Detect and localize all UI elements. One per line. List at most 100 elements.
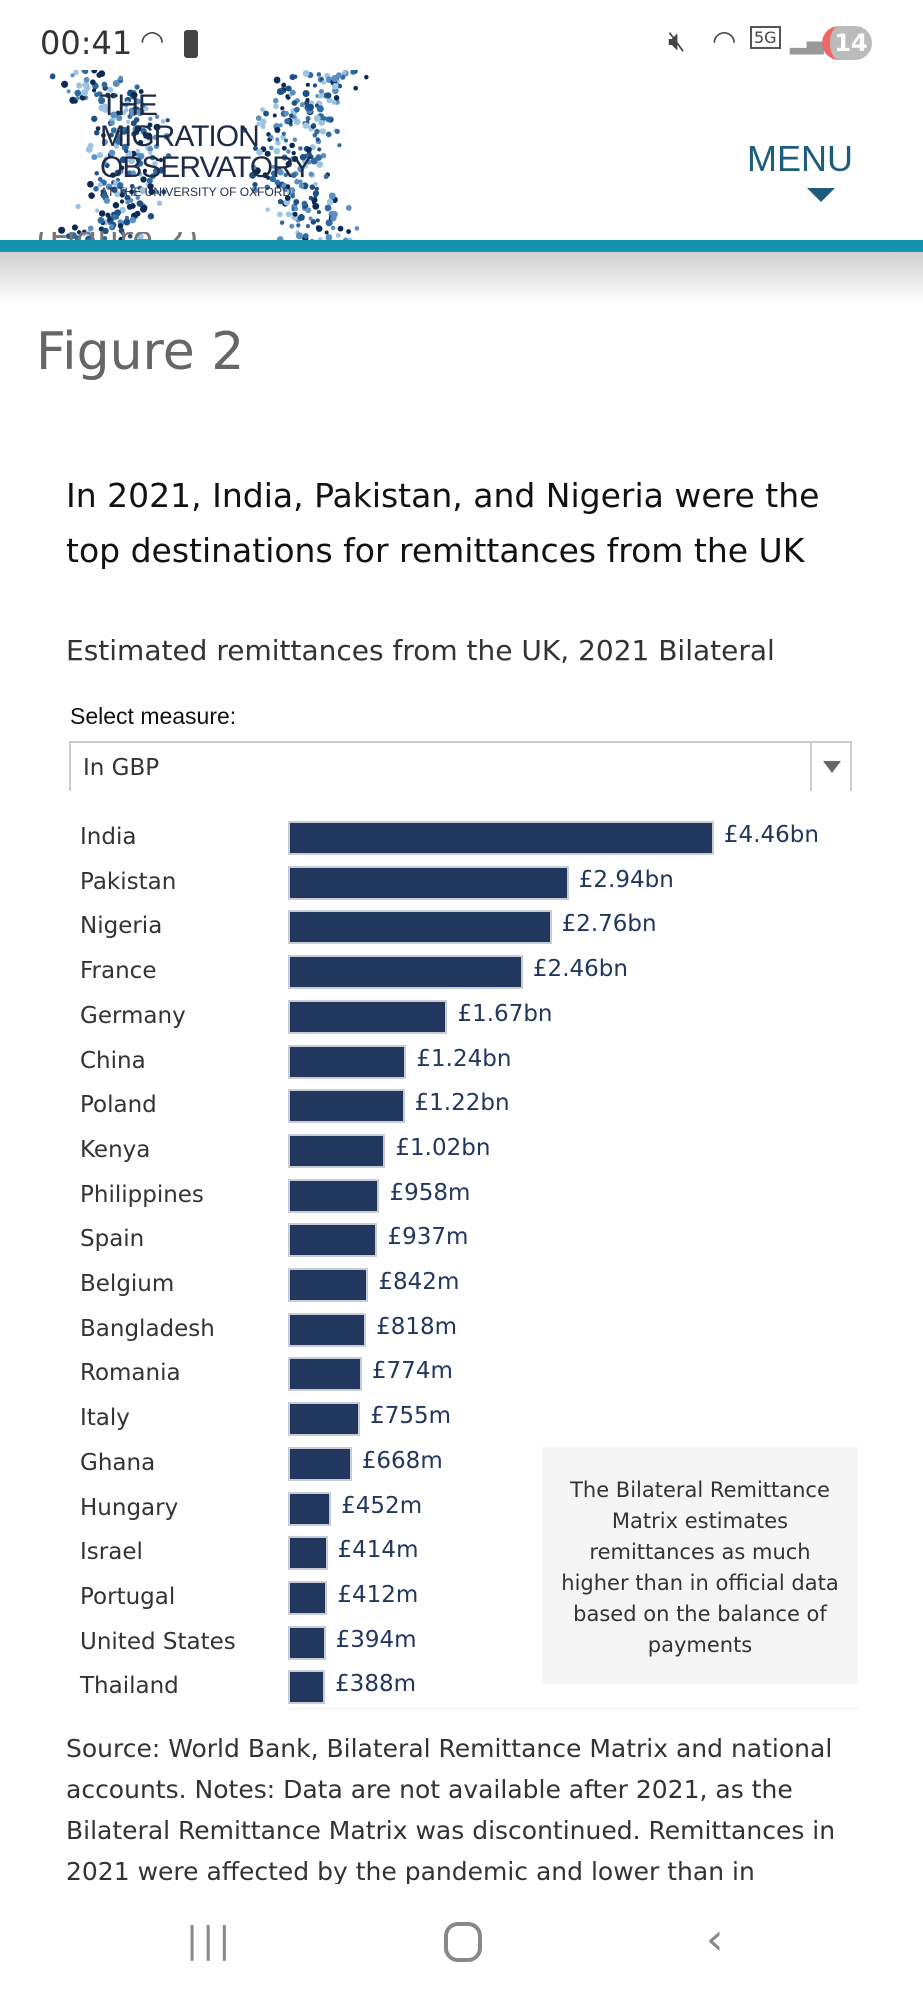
- logo-dot: [82, 229, 87, 235]
- logo-dot: [272, 97, 279, 104]
- bar[interactable]: [288, 1491, 332, 1526]
- logo-dot: [105, 212, 111, 218]
- logo-dot: [271, 164, 276, 169]
- logo-dot: [281, 154, 288, 161]
- chart-row[interactable]: Kenya £1.02bn: [0, 1129, 923, 1173]
- logo-dot: [114, 209, 122, 217]
- logo-dot: [148, 150, 153, 156]
- chart-row[interactable]: Spain £937m: [0, 1218, 923, 1262]
- category-label: Thailand: [80, 1673, 179, 1700]
- logo-dot: [114, 214, 120, 220]
- recent-apps-button[interactable]: |||: [186, 1920, 235, 1961]
- logo-dot: [102, 103, 108, 109]
- logo-dot: [97, 182, 103, 188]
- logo-dot: [315, 225, 323, 232]
- logo-line: AT THE UNIVERSITY OF OXFORD: [100, 185, 292, 199]
- category-label: Israel: [80, 1539, 143, 1566]
- bar[interactable]: [288, 1357, 362, 1392]
- bar[interactable]: [288, 821, 714, 855]
- logo-dot: [103, 197, 111, 204]
- logo-dot: [294, 206, 299, 211]
- bar[interactable]: [288, 1268, 369, 1302]
- bar[interactable]: [288, 910, 552, 945]
- bar[interactable]: [288, 1670, 326, 1705]
- bar[interactable]: [288, 955, 523, 990]
- logo-dot: [119, 199, 125, 204]
- logo-dot: [125, 100, 130, 105]
- chart-row[interactable]: Ghana £668m: [0, 1442, 923, 1486]
- logo-dot: [130, 170, 136, 176]
- home-button[interactable]: [444, 1922, 482, 1962]
- logo-dot: [95, 208, 100, 213]
- logo-dot: [83, 76, 90, 83]
- logo-dot: [319, 128, 327, 135]
- bar[interactable]: [288, 1044, 407, 1079]
- bar[interactable]: [288, 999, 448, 1034]
- logo-dot: [136, 200, 144, 207]
- bar[interactable]: [288, 1402, 361, 1437]
- bar[interactable]: [288, 1133, 386, 1168]
- bar[interactable]: [288, 865, 569, 900]
- logo-dot: [134, 84, 140, 90]
- chart-row[interactable]: Germany £1.67bn: [0, 995, 923, 1039]
- logo-dot: [158, 157, 164, 163]
- logo-dot: [285, 94, 290, 99]
- bar[interactable]: [288, 1536, 328, 1571]
- value-label: £2.94bn: [578, 866, 674, 893]
- chart-row[interactable]: Poland £1.22bn: [0, 1084, 923, 1128]
- chart-row[interactable]: Romania £774m: [0, 1352, 923, 1396]
- logo-dot: [101, 81, 108, 88]
- bar[interactable]: [288, 1580, 328, 1615]
- logo-dot: [292, 155, 299, 162]
- menu-caret-icon[interactable]: [807, 188, 835, 202]
- chart-row[interactable]: France £2.46bn: [0, 950, 923, 994]
- logo-dot: [73, 99, 78, 104]
- site-header: THE MIGRATION OBSERVATORY AT THE UNIVERS…: [0, 70, 923, 242]
- chart-row[interactable]: Hungary £452m: [0, 1487, 923, 1531]
- logo-dot: [315, 218, 320, 223]
- chart-row[interactable]: Israel £414m: [0, 1531, 923, 1575]
- logo-dot: [110, 127, 117, 134]
- bar[interactable]: [288, 1312, 367, 1347]
- bar[interactable]: [288, 1223, 378, 1258]
- logo-dot: [126, 203, 133, 210]
- logo-dot: [294, 178, 300, 185]
- logo-dot: [278, 123, 283, 128]
- bar[interactable]: [288, 1178, 380, 1213]
- chart-row[interactable]: Pakistan £2.94bn: [0, 861, 923, 905]
- chart-row[interactable]: Portugal £412m: [0, 1576, 923, 1620]
- chart-row[interactable]: United States £394m: [0, 1621, 923, 1665]
- logo-dot: [147, 122, 153, 128]
- bar[interactable]: [288, 1089, 405, 1124]
- bar-chart: India £4.46bn Pakistan £2.94bn Nigeria £2.76b…: [0, 816, 923, 1716]
- chart-row[interactable]: Italy £755m: [0, 1397, 923, 1441]
- logo-dot: [74, 89, 82, 97]
- logo-dot: [334, 128, 340, 134]
- logo-dot: [263, 110, 269, 117]
- logo-dot: [137, 139, 144, 146]
- logo-dot: [317, 147, 322, 152]
- logo-dot: [259, 118, 267, 126]
- chart-row[interactable]: Nigeria £2.76bn: [0, 905, 923, 949]
- chart-row[interactable]: Thailand £388m: [0, 1665, 923, 1709]
- logo-dot: [135, 157, 142, 163]
- logo[interactable]: THE MIGRATION OBSERVATORY AT THE UNIVERS…: [100, 90, 312, 199]
- chart-row[interactable]: Belgium £842m: [0, 1263, 923, 1307]
- chart-row[interactable]: India £4.46bn: [0, 816, 923, 860]
- chart-row[interactable]: Bangladesh £818m: [0, 1308, 923, 1352]
- logo-dot: [297, 165, 305, 173]
- bar[interactable]: [288, 1446, 352, 1481]
- value-label: £755m: [370, 1403, 452, 1430]
- logo-dot: [337, 143, 342, 148]
- figure-label: Figure 2: [36, 322, 245, 382]
- back-button[interactable]: ‹: [706, 1914, 724, 1965]
- measure-dropdown[interactable]: In GBP: [69, 741, 852, 791]
- logo-dot: [93, 129, 100, 136]
- bar[interactable]: [288, 1625, 326, 1660]
- chart-row[interactable]: China £1.24bn: [0, 1040, 923, 1084]
- dropdown-button[interactable]: [810, 743, 850, 791]
- menu-button[interactable]: MENU: [747, 138, 853, 179]
- logo-dot: [325, 92, 332, 99]
- chart-row[interactable]: Philippines £958m: [0, 1174, 923, 1218]
- logo-dot: [274, 179, 281, 186]
